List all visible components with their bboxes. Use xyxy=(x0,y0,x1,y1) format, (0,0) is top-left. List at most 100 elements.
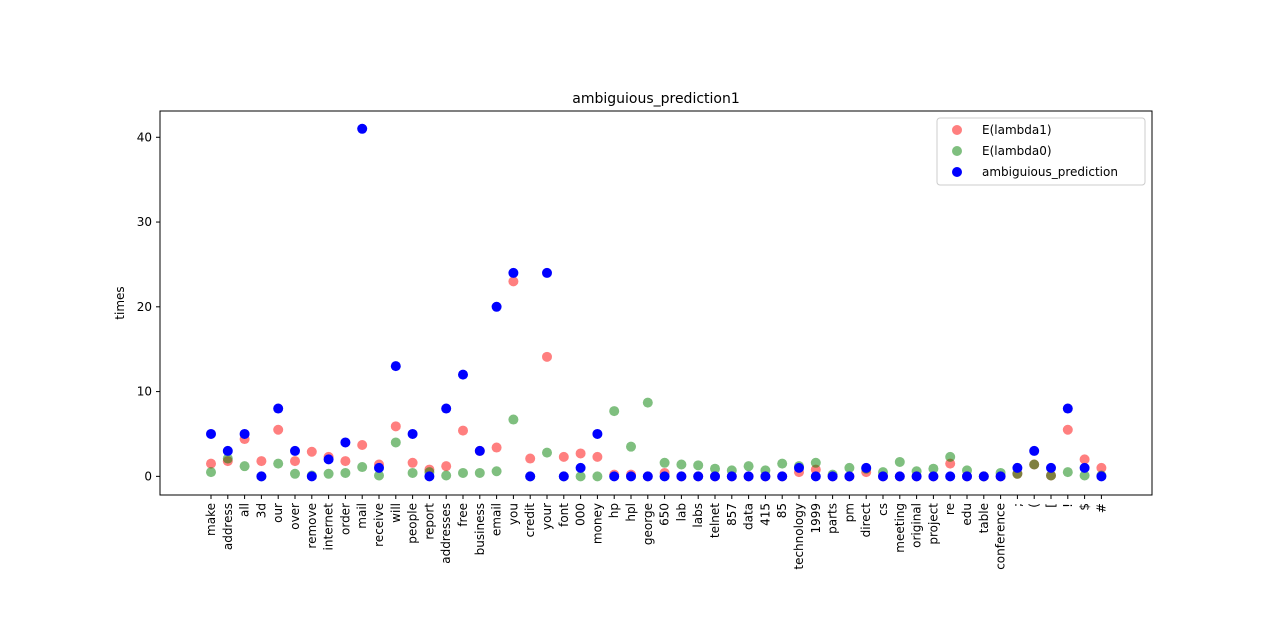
point-people xyxy=(407,457,418,468)
point-original xyxy=(911,471,922,482)
point-mail xyxy=(357,123,368,134)
point-table xyxy=(978,471,989,482)
point-all xyxy=(239,428,250,439)
point-$ xyxy=(1079,462,1090,473)
x-tick-label-5: over xyxy=(288,503,302,530)
point-85 xyxy=(777,458,788,469)
point-mail xyxy=(357,439,368,450)
x-axis: make address all 3d our over remove internet ord… xyxy=(204,495,1108,570)
point-money xyxy=(592,428,603,439)
x-tick-label-37: parts xyxy=(826,503,840,534)
point-650 xyxy=(659,471,670,482)
point-report xyxy=(424,471,435,482)
x-tick-label-16: business xyxy=(473,503,487,555)
y-tick-label: 20 xyxy=(137,300,152,314)
x-tick-label-15: free xyxy=(456,503,470,527)
point-$ xyxy=(1079,454,1090,465)
x-tick-label-14: addresses xyxy=(439,503,453,564)
point-project xyxy=(928,471,939,482)
x-tick-label-39: direct xyxy=(859,503,873,538)
x-tick-label-1: address xyxy=(221,503,235,550)
x-tick-label-17: email xyxy=(490,503,504,536)
y-tick-label: 0 xyxy=(144,469,152,483)
point-internet xyxy=(323,454,334,465)
point-email xyxy=(491,442,502,453)
chart-title: ambiguious_prediction1 xyxy=(572,91,740,107)
point-font xyxy=(558,471,569,482)
x-tick-label-6: remove xyxy=(305,503,319,549)
x-tick-label-8: order xyxy=(338,503,352,535)
x-tick-label-9: mail xyxy=(355,503,369,529)
point-receive xyxy=(374,462,384,473)
legend-box xyxy=(936,117,1146,186)
y-axis: 0 10 20 30 40 xyxy=(137,130,160,483)
point-pm xyxy=(844,462,855,473)
x-tick-label-34: 85 xyxy=(775,503,789,518)
point-make xyxy=(206,428,216,439)
y-tick-label: 10 xyxy=(137,385,152,399)
point-george xyxy=(642,397,653,408)
point-you xyxy=(508,267,519,278)
point-lab xyxy=(676,459,687,470)
point-3d xyxy=(256,471,267,482)
point-font xyxy=(558,451,569,462)
point-remove xyxy=(306,471,317,482)
x-tick-label-50: [ xyxy=(1044,503,1058,508)
point-business xyxy=(474,467,485,478)
x-tick-label-33: 415 xyxy=(758,503,772,526)
point-email xyxy=(491,301,502,312)
x-tick-label-30: telnet xyxy=(708,503,722,538)
point-( xyxy=(1029,445,1040,456)
point-money xyxy=(592,471,603,482)
point-internet xyxy=(323,468,334,479)
point-your xyxy=(542,267,552,278)
x-tick-label-28: lab xyxy=(674,503,688,521)
x-tick-label-27: 650 xyxy=(658,503,672,526)
x-tick-label-4: our xyxy=(271,503,285,523)
point-! xyxy=(1062,424,1073,435)
point-pm xyxy=(844,471,855,482)
x-tick-label-25: hpl xyxy=(624,503,638,522)
plot-frame xyxy=(159,110,1153,496)
point-address xyxy=(222,445,233,456)
x-tick-label-38: pm xyxy=(842,503,856,522)
x-tick-label-20: your xyxy=(540,503,554,530)
legend-label-2: E(lambda0) xyxy=(982,144,1052,158)
x-tick-label-21: font xyxy=(557,503,571,527)
point-meeting xyxy=(894,456,905,467)
x-tick-label-18: you xyxy=(506,503,520,525)
point-remove xyxy=(306,446,317,457)
legend-label-3: ambiguious_prediction xyxy=(982,165,1118,179)
point-your xyxy=(542,351,552,362)
x-tick-label-36: 1999 xyxy=(809,503,823,534)
point-data xyxy=(743,471,754,482)
point-! xyxy=(1062,403,1073,414)
x-tick-label-51: ! xyxy=(1061,503,1075,508)
y-tick-label: 30 xyxy=(137,215,152,229)
point-labs xyxy=(693,460,704,471)
point-our xyxy=(273,403,284,414)
point-you xyxy=(508,414,519,425)
legend: E(lambda1) E(lambda0) ambiguious_predictio… xyxy=(936,117,1146,186)
point-hpl xyxy=(626,441,636,452)
point-meeting xyxy=(894,471,905,482)
point-1999 xyxy=(810,457,821,468)
point-project xyxy=(928,463,939,474)
x-tick-label-2: all xyxy=(238,503,252,517)
point-hpl xyxy=(626,471,636,482)
point-over xyxy=(290,456,300,467)
x-tick-label-12: people xyxy=(406,503,420,544)
x-tick-label-49: ( xyxy=(1027,503,1041,508)
x-tick-label-31: 857 xyxy=(725,503,739,526)
point-technology xyxy=(794,462,804,473)
y-tick-label: 40 xyxy=(137,130,152,144)
point-addresses xyxy=(441,461,452,472)
point-mail xyxy=(357,462,368,473)
point-hp xyxy=(609,471,620,482)
x-tick-label-10: receive xyxy=(372,503,386,547)
point-direct xyxy=(861,462,872,473)
point-000 xyxy=(575,448,586,459)
x-tick-label-42: original xyxy=(910,503,924,548)
x-tick-label-24: hp xyxy=(607,503,621,518)
